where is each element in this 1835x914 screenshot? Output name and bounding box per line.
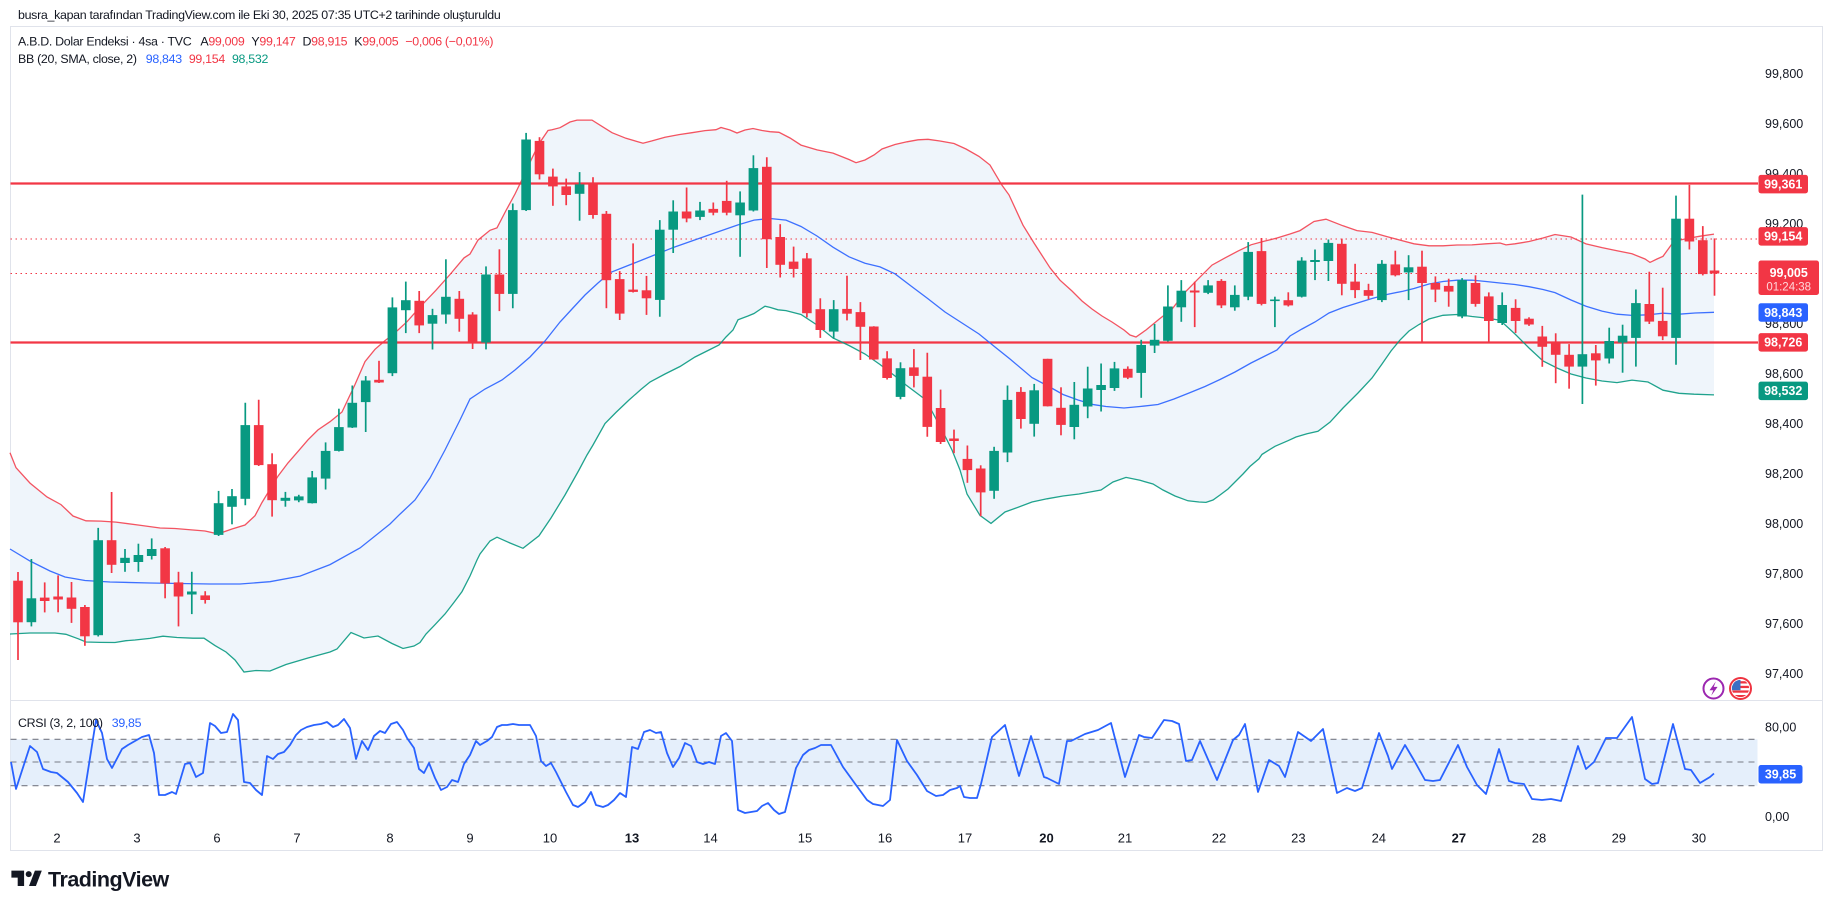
svg-text:2: 2 (53, 831, 60, 846)
svg-text:7: 7 (293, 831, 300, 846)
svg-text:21: 21 (1118, 831, 1132, 846)
svg-text:27: 27 (1452, 831, 1466, 846)
svg-text:28: 28 (1532, 831, 1546, 846)
svg-text:24: 24 (1372, 831, 1386, 846)
svg-text:13: 13 (625, 831, 639, 846)
svg-text:20: 20 (1039, 831, 1053, 846)
svg-text:01:24:38: 01:24:38 (1766, 282, 1811, 294)
svg-text:A.B.D. Dolar Endeksi · 4sa · T: A.B.D. Dolar Endeksi · 4sa · TVC A99,009 Y… (18, 35, 493, 49)
svg-text:8: 8 (386, 831, 393, 846)
svg-text:29: 29 (1612, 831, 1626, 846)
svg-text:busra_kapan tarafından Trading: busra_kapan tarafından TradingView.com i… (18, 8, 501, 22)
svg-text:99,005: 99,005 (1770, 266, 1808, 280)
svg-text:39,85: 39,85 (1765, 768, 1796, 782)
svg-text:98,600: 98,600 (1765, 367, 1803, 381)
svg-text:6: 6 (213, 831, 220, 846)
svg-text:30: 30 (1692, 831, 1706, 846)
svg-text:9: 9 (466, 831, 473, 846)
svg-text:0,00: 0,00 (1765, 810, 1789, 824)
svg-text:99,800: 99,800 (1765, 67, 1803, 81)
svg-text:23: 23 (1291, 831, 1305, 846)
svg-text:99,600: 99,600 (1765, 117, 1803, 131)
svg-text:17: 17 (958, 831, 972, 846)
svg-text:TradingView: TradingView (48, 868, 170, 892)
svg-text:10: 10 (543, 831, 557, 846)
svg-text:99,361: 99,361 (1764, 178, 1802, 192)
svg-text:16: 16 (878, 831, 892, 846)
svg-text:22: 22 (1212, 831, 1226, 846)
svg-text:15: 15 (798, 831, 812, 846)
svg-text:80,00: 80,00 (1765, 721, 1796, 735)
svg-text:99,154: 99,154 (1764, 230, 1802, 244)
svg-text:14: 14 (703, 831, 717, 846)
svg-text:98,400: 98,400 (1765, 417, 1803, 431)
svg-text:98,200: 98,200 (1765, 467, 1803, 481)
svg-text:97,600: 97,600 (1765, 617, 1803, 631)
svg-text:3: 3 (133, 831, 140, 846)
svg-text:98,843: 98,843 (1764, 306, 1802, 320)
svg-text:98,000: 98,000 (1765, 517, 1803, 531)
svg-text:98,726: 98,726 (1764, 336, 1802, 350)
svg-text:97,800: 97,800 (1765, 567, 1803, 581)
svg-text:CRSI (3, 2, 100)39,85: CRSI (3, 2, 100) 39,85 (18, 716, 142, 730)
svg-text:98,532: 98,532 (1764, 384, 1802, 398)
svg-text:97,400: 97,400 (1765, 667, 1803, 681)
